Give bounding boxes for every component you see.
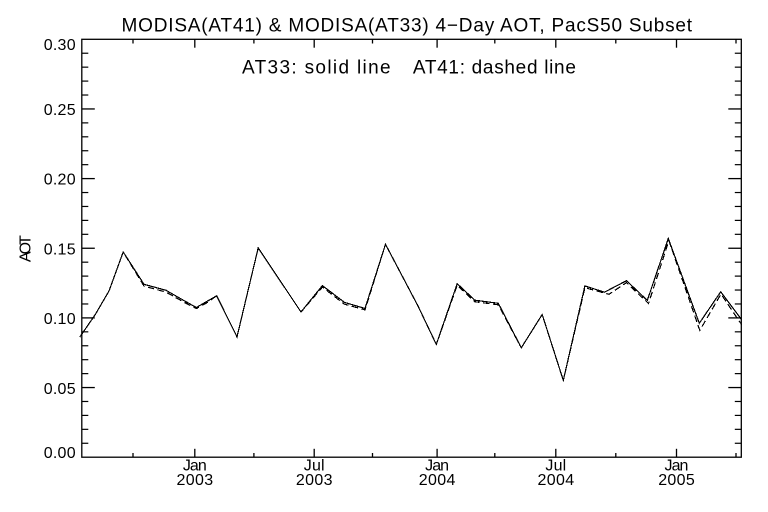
svg-text:0.10: 0.10 — [44, 311, 76, 328]
svg-text:Jul: Jul — [545, 458, 566, 475]
svg-text:Jul: Jul — [304, 458, 325, 475]
svg-text:0.15: 0.15 — [44, 241, 76, 258]
svg-text:AT41: dashed line: AT41: dashed line — [413, 57, 576, 78]
svg-text:2005: 2005 — [658, 472, 695, 489]
svg-text:MODISA(AT41) & MODISA(AT33) 4−: MODISA(AT41) & MODISA(AT33) 4−Day AOT, P… — [122, 15, 693, 36]
svg-text:AT33: solid line: AT33: solid line — [242, 57, 391, 78]
svg-text:AOT: AOT — [18, 235, 35, 262]
svg-text:2003: 2003 — [296, 472, 333, 489]
svg-text:Jan: Jan — [425, 458, 449, 475]
svg-text:2004: 2004 — [419, 472, 456, 489]
svg-text:2003: 2003 — [177, 472, 214, 489]
svg-text:0.20: 0.20 — [44, 172, 76, 189]
svg-text:0.25: 0.25 — [44, 102, 76, 119]
svg-text:0.30: 0.30 — [44, 37, 76, 54]
svg-text:0.00: 0.00 — [44, 445, 76, 462]
svg-text:2004: 2004 — [538, 472, 575, 489]
svg-text:Jan: Jan — [665, 458, 689, 475]
svg-text:0.05: 0.05 — [44, 381, 76, 398]
svg-text:Jan: Jan — [183, 458, 207, 475]
